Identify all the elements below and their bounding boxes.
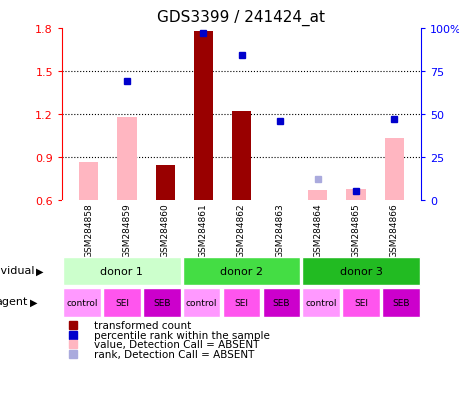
Bar bbox=[308, 191, 327, 200]
Bar bbox=[231, 112, 251, 200]
Text: GSM284865: GSM284865 bbox=[351, 203, 360, 258]
Bar bbox=[103, 288, 140, 317]
Bar bbox=[222, 288, 260, 317]
Bar bbox=[155, 165, 174, 200]
Text: percentile rank within the sample: percentile rank within the sample bbox=[94, 330, 270, 340]
Bar bbox=[262, 288, 299, 317]
Text: control: control bbox=[185, 298, 217, 307]
Text: GSM284862: GSM284862 bbox=[236, 203, 246, 258]
Text: ▶: ▶ bbox=[36, 266, 44, 276]
Bar bbox=[231, 138, 251, 200]
Text: SEB: SEB bbox=[392, 298, 409, 307]
Bar bbox=[384, 139, 403, 200]
Text: GSM284860: GSM284860 bbox=[160, 203, 169, 258]
Text: GSM284864: GSM284864 bbox=[313, 203, 322, 258]
Bar bbox=[183, 288, 220, 317]
Text: GSM284859: GSM284859 bbox=[122, 203, 131, 258]
Bar bbox=[193, 32, 213, 200]
Bar bbox=[63, 257, 180, 286]
Text: GSM284863: GSM284863 bbox=[274, 203, 284, 258]
Bar bbox=[302, 257, 419, 286]
Bar bbox=[193, 32, 213, 200]
Bar bbox=[63, 288, 101, 317]
Bar bbox=[117, 117, 136, 200]
Text: control: control bbox=[66, 298, 98, 307]
Text: SEI: SEI bbox=[115, 298, 129, 307]
Text: GSM284858: GSM284858 bbox=[84, 203, 93, 258]
Text: GSM284861: GSM284861 bbox=[198, 203, 207, 258]
Text: donor 3: donor 3 bbox=[339, 266, 382, 277]
Text: transformed count: transformed count bbox=[94, 320, 191, 330]
Text: rank, Detection Call = ABSENT: rank, Detection Call = ABSENT bbox=[94, 349, 254, 359]
Bar bbox=[346, 190, 365, 200]
Title: GDS3399 / 241424_at: GDS3399 / 241424_at bbox=[157, 10, 325, 26]
Text: SEI: SEI bbox=[353, 298, 367, 307]
Text: SEB: SEB bbox=[153, 298, 170, 307]
Bar bbox=[79, 162, 98, 200]
Text: individual: individual bbox=[0, 265, 34, 275]
Text: control: control bbox=[305, 298, 336, 307]
Bar bbox=[341, 288, 379, 317]
Text: donor 2: donor 2 bbox=[219, 266, 263, 277]
Text: GSM284866: GSM284866 bbox=[389, 203, 398, 258]
Text: value, Detection Call = ABSENT: value, Detection Call = ABSENT bbox=[94, 339, 259, 349]
Bar bbox=[143, 288, 180, 317]
Text: SEB: SEB bbox=[272, 298, 290, 307]
Bar bbox=[155, 165, 174, 200]
Text: SEI: SEI bbox=[234, 298, 248, 307]
Text: donor 1: donor 1 bbox=[100, 266, 143, 277]
Text: agent: agent bbox=[0, 296, 28, 306]
Text: ▶: ▶ bbox=[30, 297, 37, 307]
Bar bbox=[302, 288, 339, 317]
Bar bbox=[183, 257, 299, 286]
Bar bbox=[381, 288, 419, 317]
